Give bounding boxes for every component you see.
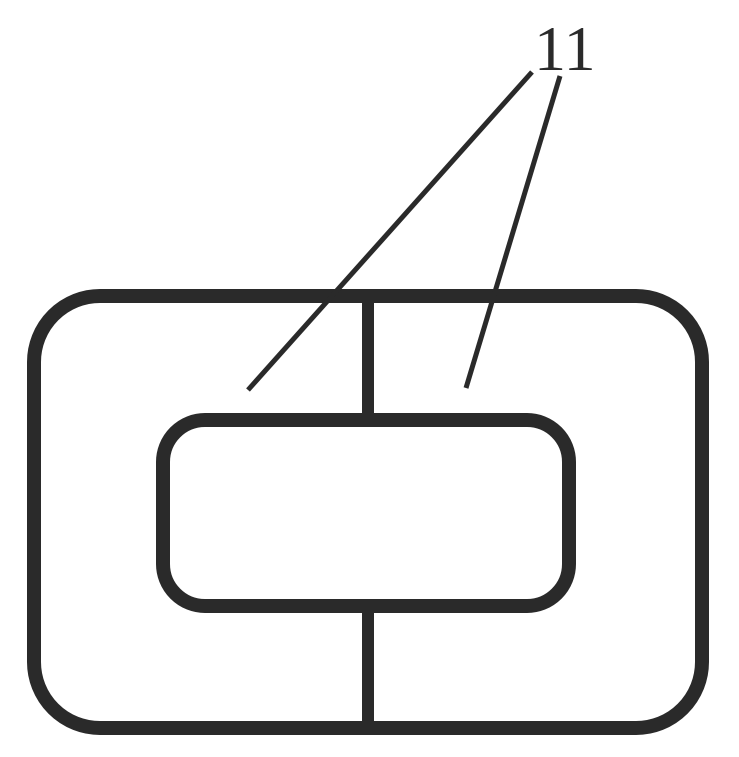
inner-frame — [163, 420, 569, 606]
callout-label: 11 — [534, 13, 596, 84]
leader-line-left — [248, 72, 532, 390]
leader-line-right — [466, 76, 560, 388]
diagram-canvas: 11 — [0, 0, 739, 757]
